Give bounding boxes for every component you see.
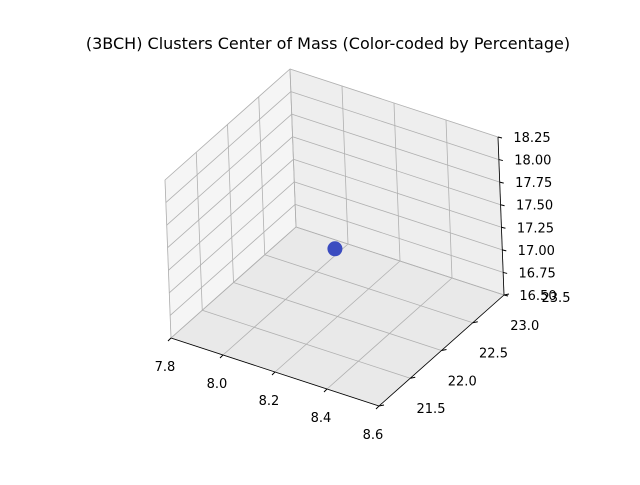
x-tick-label: 8.6 [363, 428, 384, 443]
z-gridline [292, 136, 501, 206]
x-tick [167, 337, 172, 342]
z-gridline [295, 226, 505, 296]
y-tick [378, 404, 385, 407]
z-gridline [167, 136, 293, 249]
y-tick-label: 22.0 [448, 374, 477, 389]
x-gridline [393, 102, 401, 262]
x-tick-label: 8.4 [311, 411, 332, 426]
data-point [327, 241, 343, 257]
y-tick-label: 23.5 [542, 291, 571, 306]
z-tick-label: 18.25 [513, 131, 550, 146]
z-tick-label: 17.75 [515, 176, 552, 191]
z-gridline [294, 181, 503, 251]
x-gridline [341, 85, 349, 245]
z-tick [498, 159, 503, 162]
z-tick-label: 17.00 [518, 244, 555, 259]
z-gridline [168, 158, 294, 271]
y-gridline [233, 282, 442, 351]
y-gridline [227, 124, 234, 283]
z-gridline [169, 204, 296, 316]
z-tick [503, 271, 508, 274]
y-tick [441, 349, 447, 351]
y-tick [472, 321, 478, 324]
y-tick-label: 21.5 [417, 402, 446, 417]
z-tick-label: 17.25 [517, 221, 554, 236]
z-gridline [169, 181, 295, 294]
y-tick-label: 22.5 [479, 347, 508, 362]
x-tick [323, 388, 328, 393]
z-tick-label: 17.50 [516, 199, 553, 214]
z-tick [501, 226, 506, 229]
x-tick [219, 354, 224, 359]
z-gridline [291, 113, 500, 183]
z-tick [497, 136, 503, 139]
z-axis-line [497, 136, 505, 296]
y-gridline [289, 68, 297, 228]
x-tick-label: 7.8 [155, 360, 176, 375]
chart-title: (3BCH) Clusters Center of Mass (Color-co… [86, 34, 570, 53]
z-tick-label: 18.00 [514, 154, 551, 169]
z-gridline [165, 91, 292, 203]
z-gridline [293, 158, 502, 228]
y-gridline [264, 254, 473, 324]
z-tick [502, 249, 507, 252]
y-gridline [195, 152, 203, 311]
x-tick-label: 8.2 [259, 394, 280, 409]
z-tick [503, 294, 509, 297]
x-gridline [445, 119, 453, 279]
y-tick-label: 23.0 [510, 319, 539, 334]
x-tick [271, 371, 276, 376]
z-gridline [290, 91, 499, 160]
z-tick [500, 204, 505, 207]
z-tick-label: 16.50 [519, 289, 556, 304]
x-tick-label: 8.0 [207, 377, 228, 392]
z-tick [499, 181, 504, 184]
z-gridline [170, 226, 297, 339]
axis-panes [164, 68, 505, 407]
y-gridline [258, 96, 266, 255]
y-gridline [202, 309, 411, 379]
y-gridline [164, 179, 172, 339]
z-gridline [295, 204, 504, 273]
axis-ticks: 7.8 8.0 8.2 8.4 8.6 21.522.022.523.023.516.50… [155, 131, 571, 443]
y-tick [410, 376, 416, 379]
z-tick-label: 16.75 [519, 266, 556, 281]
z-gridline [166, 113, 292, 226]
data-points [327, 241, 343, 257]
x-tick [375, 405, 380, 410]
z-gridline [164, 68, 291, 181]
z-gridline [289, 68, 499, 138]
